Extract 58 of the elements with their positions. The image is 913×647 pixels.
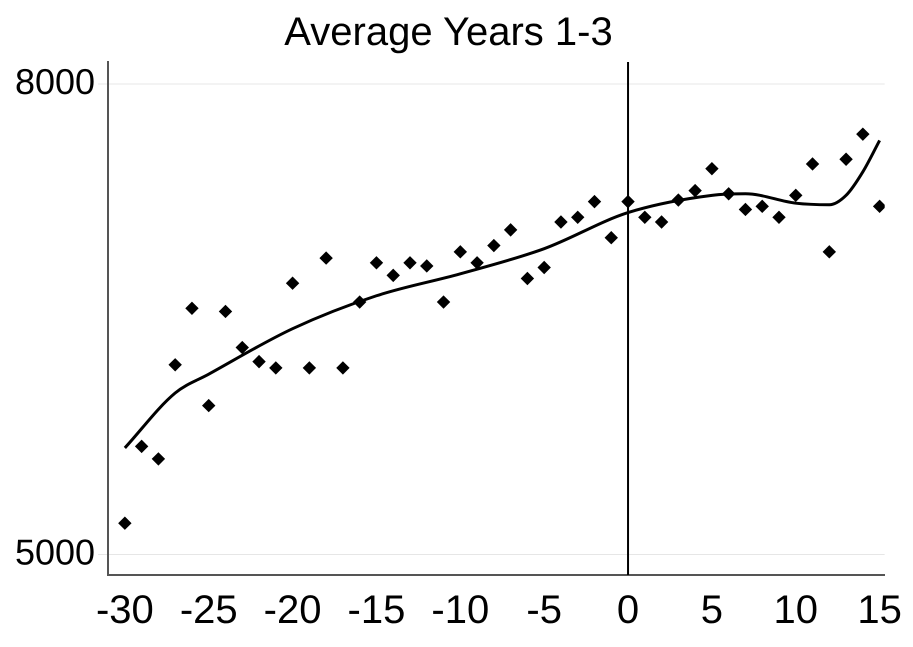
point xyxy=(353,296,366,309)
point xyxy=(822,245,836,258)
point xyxy=(604,231,618,244)
point xyxy=(370,256,383,270)
point xyxy=(806,157,820,170)
point xyxy=(269,361,282,374)
point xyxy=(185,302,198,315)
point xyxy=(520,272,534,285)
x-tick-label: 15 xyxy=(857,588,902,632)
point xyxy=(840,152,853,166)
x-tick-label: -10 xyxy=(431,588,490,632)
point xyxy=(655,216,668,229)
point xyxy=(588,195,601,208)
x-tick-label: -5 xyxy=(526,588,562,632)
point xyxy=(504,223,518,236)
point xyxy=(286,276,300,290)
point xyxy=(705,162,718,176)
point xyxy=(252,355,266,368)
point xyxy=(672,194,685,207)
point xyxy=(236,341,249,354)
y-tick-label: 8000 xyxy=(14,60,96,102)
point xyxy=(554,216,568,229)
point xyxy=(756,200,769,213)
chart-title: Average Years 1-3 xyxy=(284,10,613,54)
point xyxy=(437,296,450,309)
point xyxy=(856,128,870,141)
point xyxy=(688,184,702,198)
point xyxy=(538,261,551,274)
x-tick-label: 0 xyxy=(616,588,640,632)
point xyxy=(454,245,467,258)
y-tick-label: 5000 xyxy=(14,532,96,573)
point xyxy=(638,210,652,224)
point xyxy=(738,202,752,216)
point xyxy=(487,239,500,252)
point xyxy=(202,399,216,412)
point xyxy=(218,304,232,318)
point xyxy=(722,187,736,200)
point xyxy=(386,268,400,282)
point xyxy=(789,188,802,202)
point xyxy=(135,440,148,453)
point xyxy=(118,516,132,530)
point xyxy=(336,361,350,374)
point xyxy=(420,259,434,272)
x-tick-label: -30 xyxy=(96,588,154,632)
point xyxy=(320,252,333,265)
x-tick-label: 5 xyxy=(700,588,724,632)
point xyxy=(403,256,416,270)
point xyxy=(168,358,182,372)
x-tick-label: 10 xyxy=(774,588,818,632)
point xyxy=(571,210,584,224)
point xyxy=(152,452,165,466)
x-tick-label: -20 xyxy=(264,588,322,632)
x-tick-label: -25 xyxy=(180,588,238,632)
x-tick-label: -15 xyxy=(348,588,406,632)
point xyxy=(470,256,484,270)
point xyxy=(772,210,786,224)
point xyxy=(302,361,316,374)
point xyxy=(873,200,885,213)
